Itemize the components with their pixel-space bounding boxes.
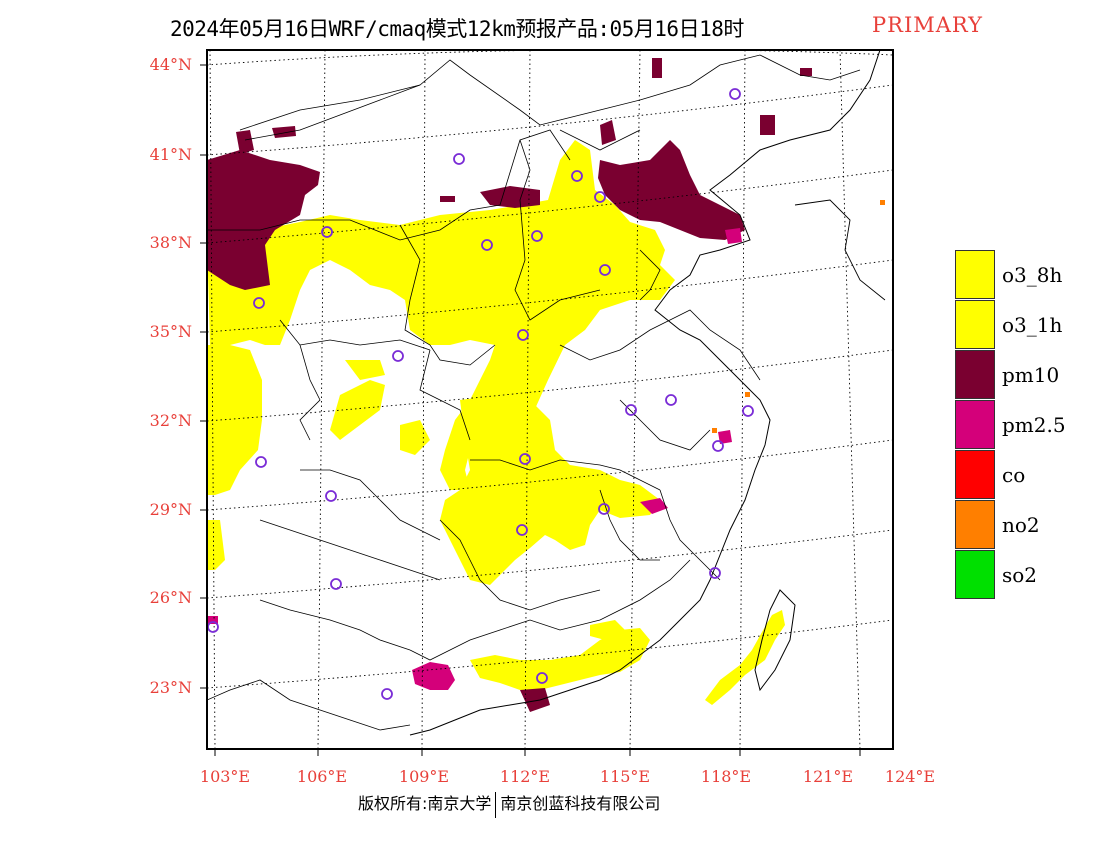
legend-swatch	[955, 450, 995, 499]
no2-spot	[880, 200, 885, 205]
title-bar: 2024年05月16日WRF/cmaq模式12km预报产品:05月16日18时 …	[0, 10, 1100, 42]
lat-label-41: 41°N	[149, 145, 192, 164]
legend-label: so2	[1002, 563, 1038, 587]
lon-label-121: 121°E	[802, 767, 854, 786]
lat-label-38: 38°N	[149, 233, 192, 252]
taiwan-outline	[754, 589, 796, 692]
lat-label-26: 26°N	[149, 588, 192, 607]
lat-label-35: 35°N	[149, 322, 192, 341]
legend-swatch	[955, 400, 995, 449]
legend-label: o3_8h	[1002, 263, 1063, 287]
pm10-area	[207, 58, 812, 712]
no2-spot	[745, 392, 750, 397]
map-frame	[206, 49, 894, 750]
legend-label: o3_1h	[1002, 313, 1063, 337]
legend-label: no2	[1002, 513, 1040, 537]
axis-ticks	[200, 64, 861, 756]
legend-swatch	[955, 350, 995, 399]
coastline	[409, 50, 881, 736]
map-content	[207, 50, 893, 749]
legend-label: pm2.5	[1002, 413, 1066, 437]
no2-spot	[712, 428, 717, 433]
footer-divider	[495, 791, 497, 818]
legend-label: co	[1002, 463, 1026, 487]
lon-label-124: 124°E	[884, 767, 936, 786]
province-boundaries	[207, 54, 861, 731]
lat-label-32: 32°N	[149, 411, 192, 430]
station-markers	[207, 88, 754, 700]
lat-label-23: 23°N	[149, 678, 192, 697]
legend-swatch	[955, 300, 995, 349]
korea-outline	[794, 199, 886, 301]
copyright-text: 版权所有:南京大学	[358, 794, 492, 813]
legend-swatch	[955, 550, 995, 599]
company-text: 南京创蓝科技有限公司	[500, 794, 661, 813]
lat-label-44: 44°N	[149, 55, 192, 74]
lon-label-109: 109°E	[398, 767, 450, 786]
lon-label-115: 115°E	[599, 767, 651, 786]
lon-label-118: 118°E	[700, 767, 752, 786]
lon-label-106: 106°E	[296, 767, 348, 786]
legend-label: pm10	[1002, 363, 1060, 387]
primary-label: PRIMARY	[872, 13, 983, 37]
lat-label-29: 29°N	[149, 500, 192, 519]
lon-label-103: 103°E	[199, 767, 251, 786]
legend-swatch	[955, 250, 995, 299]
lon-label-112: 112°E	[499, 767, 551, 786]
forecast-title: 2024年05月16日WRF/cmaq模式12km预报产品:05月16日18时	[170, 17, 744, 41]
footer: 版权所有:南京大学 南京创蓝科技有限公司	[358, 790, 758, 820]
legend-swatch	[955, 500, 995, 549]
